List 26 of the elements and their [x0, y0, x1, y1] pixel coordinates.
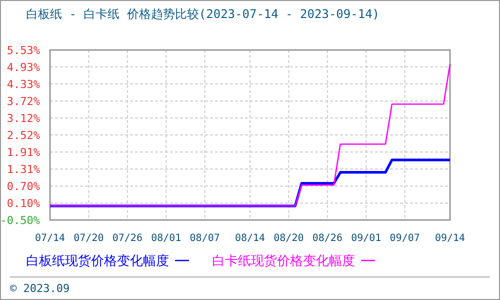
- x-tick-label: 09/01: [351, 233, 382, 244]
- y-tick-label: 4.33%: [6, 78, 40, 91]
- y-tick-label: 2.52%: [6, 128, 40, 142]
- x-tick-label: 07/20: [74, 233, 104, 244]
- y-tick-label: -0.50%: [0, 214, 40, 227]
- legend-label: 白板纸现货价格变化幅度: [26, 253, 169, 269]
- x-tick-label: 08/14: [234, 233, 266, 244]
- x-tick-label: 08/01: [151, 233, 182, 244]
- y-tick-label: 0.10%: [6, 197, 40, 210]
- x-tick-label: 09/07: [390, 233, 420, 244]
- y-tick-label: 1.31%: [6, 162, 40, 176]
- y-tick-label: 3.12%: [6, 112, 40, 125]
- y-tick-label: 4.93%: [6, 60, 40, 74]
- x-tick-label: 08/07: [190, 233, 220, 244]
- x-tick-label: 09/14: [434, 233, 466, 244]
- text: © 2023.09: [10, 282, 70, 295]
- y-tick-label: 0.70%: [6, 180, 40, 194]
- x-tick-label: 07/26: [112, 233, 142, 244]
- y-tick-label: 5.53%: [6, 44, 40, 57]
- x-tick-label: 08/20: [274, 233, 304, 244]
- legend-label: 白卡纸现货价格变化幅度: [212, 253, 355, 269]
- x-tick-label: 07/14: [34, 233, 66, 244]
- chart-title: 白板纸 - 白卡纸 价格趋势比较(2023-07-14 - 2023-09-14): [26, 7, 380, 21]
- y-tick-label: 1.91%: [6, 146, 40, 160]
- y-tick-label: 3.72%: [6, 95, 40, 108]
- x-tick-label: 08/26: [312, 233, 342, 244]
